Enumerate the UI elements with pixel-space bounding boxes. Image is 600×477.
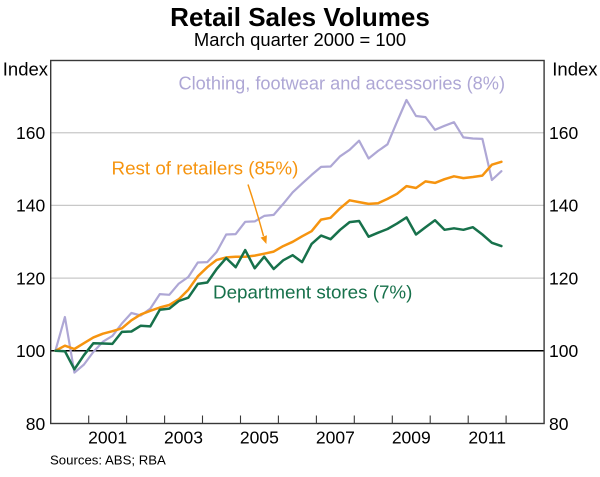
- svg-text:Retail Sales Volumes: Retail Sales Volumes: [170, 2, 430, 32]
- svg-text:120: 120: [16, 268, 45, 288]
- svg-text:140: 140: [16, 196, 45, 216]
- svg-text:2005: 2005: [240, 428, 279, 448]
- svg-text:80: 80: [26, 414, 46, 434]
- svg-text:Index: Index: [3, 58, 49, 79]
- svg-text:Clothing, footwear and accesso: Clothing, footwear and accessories (8%): [179, 74, 506, 94]
- svg-text:2007: 2007: [316, 428, 355, 448]
- svg-text:Department stores (7%): Department stores (7%): [213, 281, 412, 302]
- svg-text:100: 100: [549, 341, 578, 361]
- svg-text:80: 80: [549, 414, 569, 434]
- svg-text:Rest of retailers (85%): Rest of retailers (85%): [112, 158, 299, 179]
- svg-text:120: 120: [549, 268, 578, 288]
- svg-text:2011: 2011: [468, 428, 506, 448]
- svg-text:2003: 2003: [164, 428, 203, 448]
- svg-text:Index: Index: [552, 58, 598, 79]
- svg-text:March quarter 2000 = 100: March quarter 2000 = 100: [194, 29, 406, 50]
- svg-text:160: 160: [16, 123, 45, 143]
- svg-text:100: 100: [16, 341, 45, 361]
- svg-text:140: 140: [549, 196, 578, 216]
- svg-text:2009: 2009: [392, 428, 431, 448]
- svg-text:Sources: ABS; RBA: Sources: ABS; RBA: [50, 453, 166, 468]
- svg-text:2001: 2001: [88, 428, 127, 448]
- svg-text:160: 160: [549, 123, 578, 143]
